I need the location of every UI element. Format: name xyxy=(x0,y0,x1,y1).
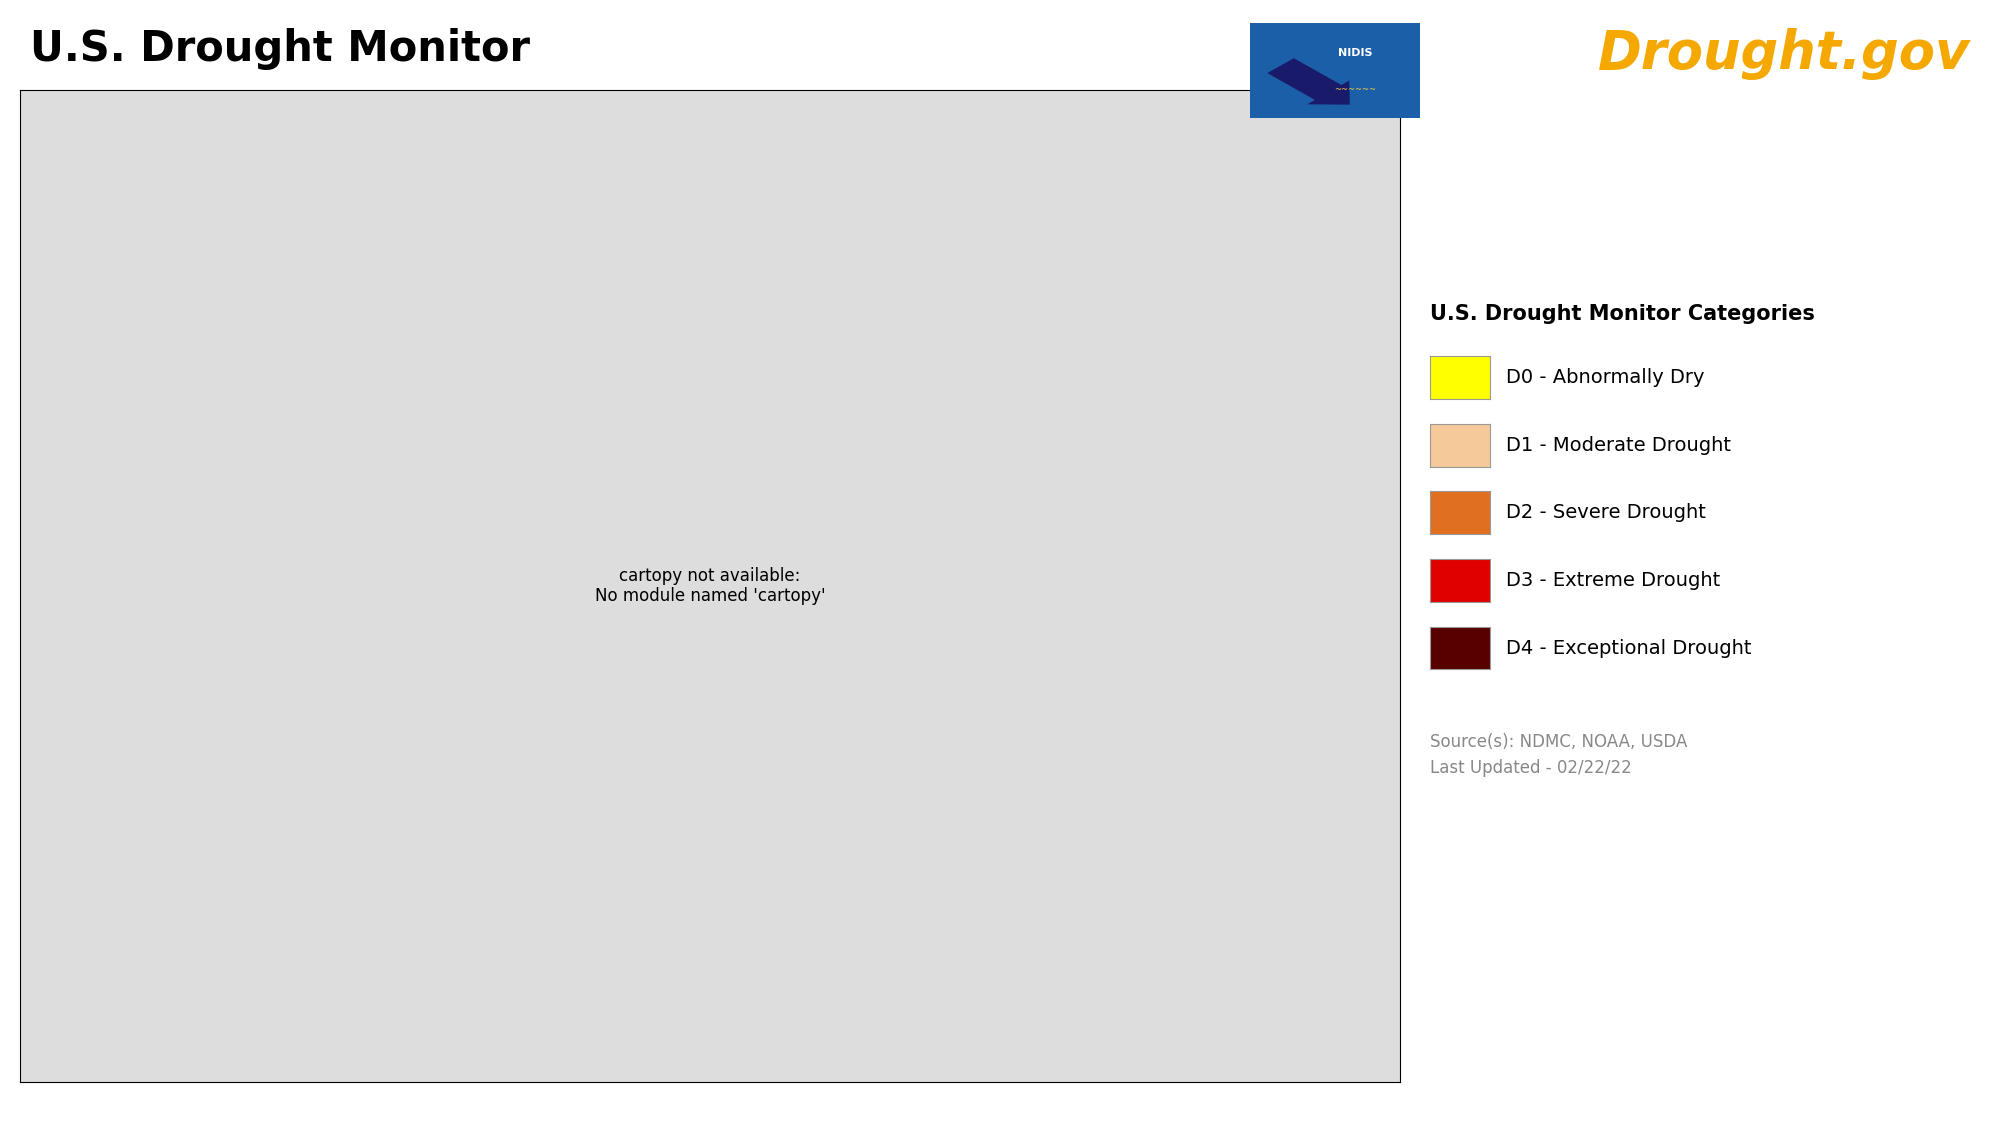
Text: U.S. Drought Monitor: U.S. Drought Monitor xyxy=(30,28,530,70)
Text: NIDIS: NIDIS xyxy=(1338,48,1372,59)
FancyArrow shape xyxy=(1268,59,1350,105)
Text: D1 - Moderate Drought: D1 - Moderate Drought xyxy=(1506,436,1732,454)
Text: D2 - Severe Drought: D2 - Severe Drought xyxy=(1506,504,1706,522)
Text: Source(s): NDMC, NOAA, USDA
Last Updated - 02/22/22: Source(s): NDMC, NOAA, USDA Last Updated… xyxy=(1430,733,1688,777)
Text: D4 - Exceptional Drought: D4 - Exceptional Drought xyxy=(1506,639,1752,657)
Text: D0 - Abnormally Dry: D0 - Abnormally Dry xyxy=(1506,369,1704,387)
Text: U.S. Drought Monitor Categories: U.S. Drought Monitor Categories xyxy=(1430,304,1814,325)
Text: cartopy not available:
No module named 'cartopy': cartopy not available: No module named '… xyxy=(594,567,826,605)
Text: ~~~~~~: ~~~~~~ xyxy=(1334,86,1376,94)
Text: Drought.gov: Drought.gov xyxy=(1598,28,1970,80)
Text: D3 - Extreme Drought: D3 - Extreme Drought xyxy=(1506,571,1720,589)
